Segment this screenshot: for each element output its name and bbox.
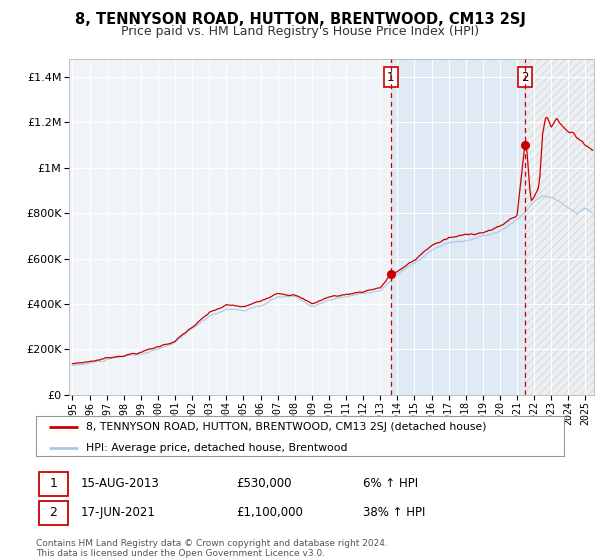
Text: 15-AUG-2013: 15-AUG-2013 bbox=[81, 477, 160, 491]
Bar bbox=[525, 59, 594, 395]
Text: 1: 1 bbox=[387, 71, 395, 83]
Text: 1: 1 bbox=[49, 477, 57, 491]
Text: £530,000: £530,000 bbox=[236, 477, 292, 491]
Bar bbox=[391, 59, 525, 395]
Text: HPI: Average price, detached house, Brentwood: HPI: Average price, detached house, Bren… bbox=[86, 442, 347, 452]
Text: This data is licensed under the Open Government Licence v3.0.: This data is licensed under the Open Gov… bbox=[36, 549, 325, 558]
Text: 8, TENNYSON ROAD, HUTTON, BRENTWOOD, CM13 2SJ (detached house): 8, TENNYSON ROAD, HUTTON, BRENTWOOD, CM1… bbox=[86, 422, 487, 432]
Text: 17-JUN-2021: 17-JUN-2021 bbox=[81, 506, 156, 520]
Text: 38% ↑ HPI: 38% ↑ HPI bbox=[364, 506, 426, 520]
Text: 6% ↑ HPI: 6% ↑ HPI bbox=[364, 477, 418, 491]
Text: 2: 2 bbox=[521, 71, 529, 83]
Text: Contains HM Land Registry data © Crown copyright and database right 2024.: Contains HM Land Registry data © Crown c… bbox=[36, 539, 388, 548]
Text: £1,100,000: £1,100,000 bbox=[236, 506, 304, 520]
Bar bbox=[525, 59, 594, 395]
Text: Price paid vs. HM Land Registry's House Price Index (HPI): Price paid vs. HM Land Registry's House … bbox=[121, 25, 479, 38]
Text: 8, TENNYSON ROAD, HUTTON, BRENTWOOD, CM13 2SJ: 8, TENNYSON ROAD, HUTTON, BRENTWOOD, CM1… bbox=[74, 12, 526, 27]
Bar bbox=[38, 472, 68, 496]
Text: 2: 2 bbox=[49, 506, 57, 520]
Bar bbox=[38, 501, 68, 525]
